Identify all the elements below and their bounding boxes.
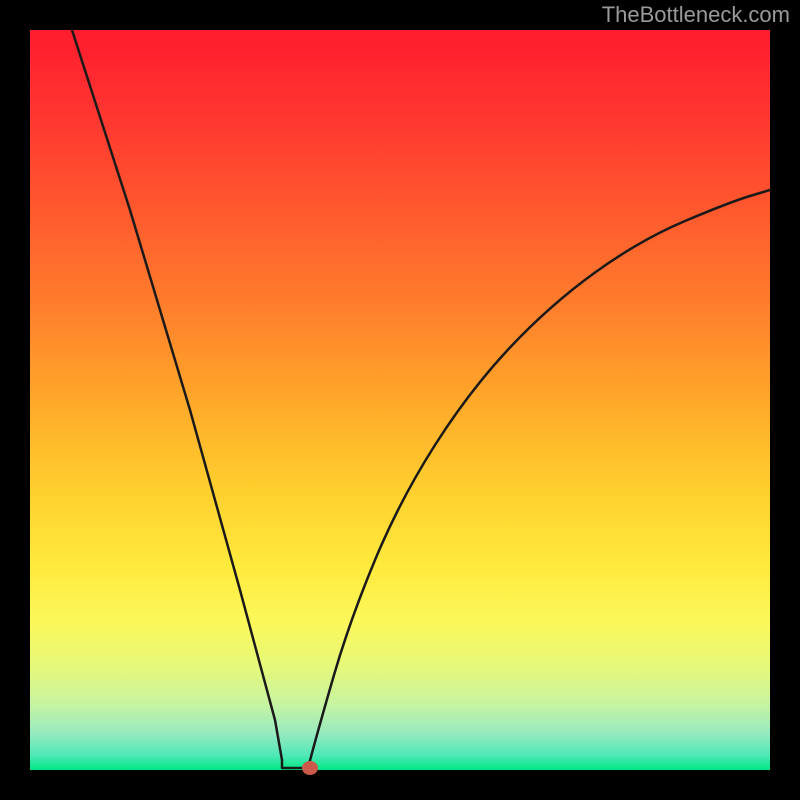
optimum-marker — [302, 761, 318, 775]
watermark-text: TheBottleneck.com — [602, 2, 790, 28]
plot-area — [30, 30, 770, 770]
bottleneck-curve — [30, 30, 770, 770]
